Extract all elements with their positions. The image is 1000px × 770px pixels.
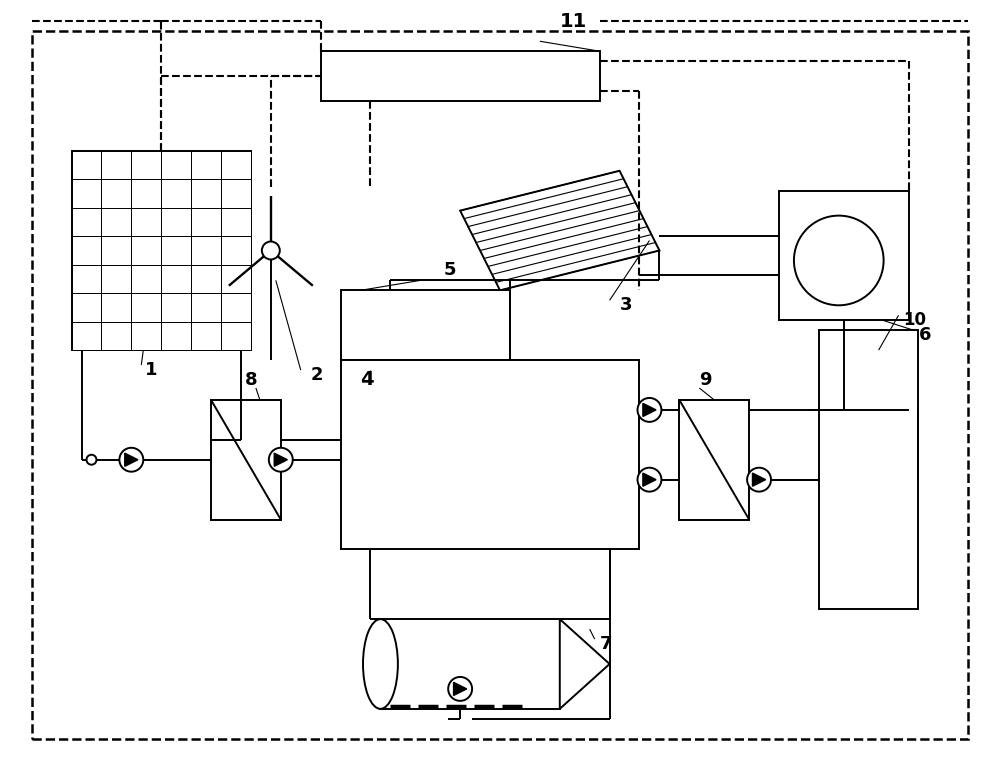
Bar (161, 322, 191, 350)
Bar (211, 400, 281, 520)
Bar (72, 151, 101, 179)
Bar (161, 293, 191, 322)
Ellipse shape (363, 619, 398, 709)
Polygon shape (454, 682, 467, 695)
Bar (191, 322, 221, 350)
Bar (221, 322, 251, 350)
Bar (72, 151, 251, 350)
Bar (72, 293, 101, 322)
Bar (131, 322, 161, 350)
Bar (101, 265, 131, 293)
Bar (101, 236, 131, 265)
Polygon shape (643, 403, 656, 417)
Circle shape (747, 467, 771, 491)
Text: 6: 6 (918, 326, 931, 344)
Bar (779, 191, 909, 320)
Bar (161, 208, 191, 236)
Text: 11: 11 (560, 12, 587, 32)
Polygon shape (560, 619, 610, 709)
Bar (101, 293, 131, 322)
Bar (221, 208, 251, 236)
Text: 3: 3 (620, 296, 632, 314)
Circle shape (638, 467, 661, 491)
Bar (380, 619, 560, 709)
Bar (191, 265, 221, 293)
Bar (72, 208, 101, 236)
Bar (679, 400, 749, 520)
Bar (191, 179, 221, 208)
Bar (131, 293, 161, 322)
Bar (341, 360, 639, 550)
Circle shape (638, 398, 661, 422)
Polygon shape (752, 473, 766, 486)
Bar (131, 236, 161, 265)
Bar (221, 151, 251, 179)
Polygon shape (125, 454, 138, 467)
Bar (161, 236, 191, 265)
Bar (161, 151, 191, 179)
Bar (131, 179, 161, 208)
Bar (161, 265, 191, 293)
Bar (221, 236, 251, 265)
Bar (131, 151, 161, 179)
Bar (341, 290, 510, 360)
Text: 9: 9 (699, 371, 712, 389)
Bar (191, 236, 221, 265)
Circle shape (269, 448, 293, 472)
Bar (161, 179, 191, 208)
Text: 4: 4 (361, 370, 374, 389)
Bar (101, 208, 131, 236)
Polygon shape (274, 454, 287, 467)
Circle shape (86, 455, 96, 465)
Text: 1: 1 (145, 361, 158, 379)
Bar (221, 179, 251, 208)
Bar (72, 322, 101, 350)
Bar (101, 151, 131, 179)
Polygon shape (643, 473, 656, 486)
Bar (191, 208, 221, 236)
Text: 7: 7 (600, 635, 612, 653)
Polygon shape (460, 171, 659, 290)
Bar (72, 179, 101, 208)
Bar (321, 52, 600, 101)
Circle shape (119, 448, 143, 472)
Bar (72, 236, 101, 265)
Bar (101, 322, 131, 350)
Circle shape (794, 216, 884, 305)
Bar (72, 265, 101, 293)
Text: 10: 10 (904, 311, 927, 330)
Bar (131, 208, 161, 236)
Text: 8: 8 (245, 371, 257, 389)
Text: 2: 2 (311, 366, 323, 384)
Bar (101, 179, 131, 208)
Text: 5: 5 (444, 261, 456, 280)
Bar (221, 265, 251, 293)
Bar (221, 293, 251, 322)
Circle shape (448, 677, 472, 701)
Circle shape (262, 242, 280, 259)
Bar (131, 265, 161, 293)
Bar (191, 151, 221, 179)
Bar (819, 330, 918, 609)
Bar (191, 293, 221, 322)
